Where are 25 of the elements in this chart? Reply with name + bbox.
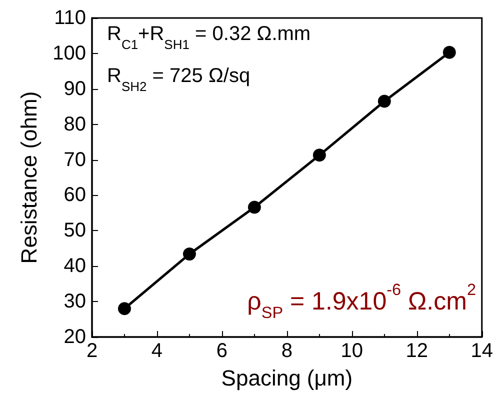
point bbox=[248, 200, 261, 214]
x-tick-label: 10 bbox=[340, 340, 364, 362]
x-tick-label: 4 bbox=[151, 340, 163, 362]
y-tick-label: 90 bbox=[64, 78, 86, 100]
point bbox=[118, 302, 131, 316]
point bbox=[442, 46, 456, 59]
y-tick-label: 40 bbox=[64, 255, 86, 278]
point bbox=[312, 148, 326, 162]
y-tick-label: 100 bbox=[52, 42, 86, 64]
y-tick-label: 20 bbox=[64, 326, 86, 348]
y-tick-label: 30 bbox=[64, 290, 86, 313]
y-axis-title: Resistance (ohm) bbox=[16, 91, 42, 264]
y-tick-label: 80 bbox=[64, 113, 86, 136]
x-tick-label: 6 bbox=[216, 340, 228, 362]
y-tick-label: 70 bbox=[64, 148, 86, 171]
x-tick-label: 2 bbox=[86, 340, 98, 362]
y-tick-label: 60 bbox=[64, 184, 86, 206]
point bbox=[378, 94, 391, 108]
x-axis-title: Spacing (μm) bbox=[221, 366, 353, 390]
y-tick-label: 110 bbox=[54, 7, 86, 29]
x-tick-label: 12 bbox=[406, 340, 428, 362]
y-tick-label: 50 bbox=[64, 220, 86, 242]
point bbox=[182, 248, 196, 261]
x-tick-label: 8 bbox=[281, 340, 292, 362]
x-tick-label: 14 bbox=[470, 340, 493, 362]
